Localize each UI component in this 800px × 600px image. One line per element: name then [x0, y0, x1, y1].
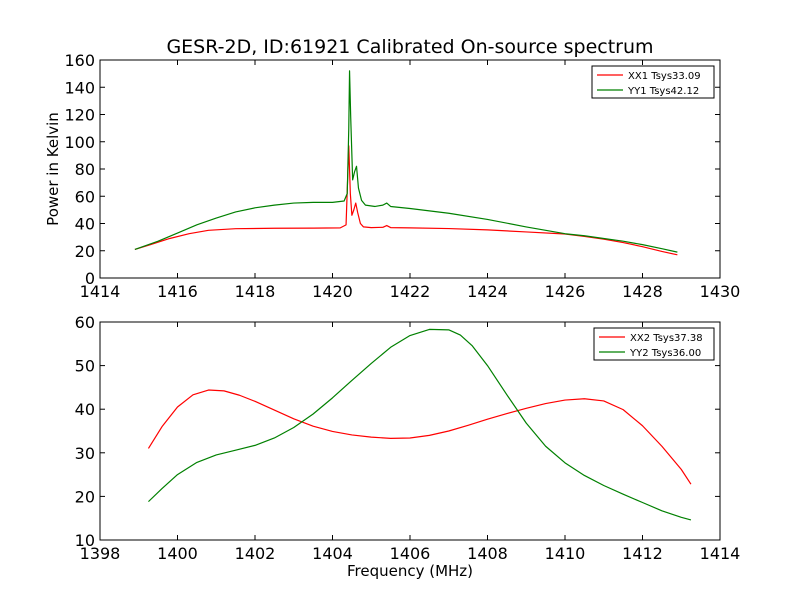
- x-tick-label: 1404: [312, 544, 353, 563]
- x-tick-label: 1408: [467, 544, 508, 563]
- x-tick-label: 1420: [312, 282, 353, 301]
- x-tick-label: 1430: [700, 282, 741, 301]
- y-tick-label: 140: [64, 78, 95, 97]
- y-tick-label: 60: [75, 313, 95, 332]
- y-axis-label: Power in Kelvin: [44, 112, 62, 226]
- top-plot: 1414 1416 1418 1420 1422 1424 1426 1428 1430 0 20 4…: [44, 51, 740, 301]
- x-tick-label: 1424: [467, 282, 508, 301]
- series-line-yy-plot2: [148, 328, 692, 521]
- y-tick-label: 60: [75, 187, 95, 206]
- series-line-yy-plot1: [134, 70, 678, 253]
- chart-title: GESR-2D, ID:61921 Calibrated On-source s…: [166, 36, 653, 58]
- y-tick-label: 30: [75, 444, 95, 463]
- legend: XX1 Tsys33.09 YY1 Tsys42.12: [591, 65, 715, 99]
- legend-label: XX1 Tsys33.09: [628, 71, 701, 82]
- x-tick-label: 1416: [157, 282, 198, 301]
- x-tick-label: 1400: [157, 544, 198, 563]
- x-tick-label: 1406: [390, 544, 431, 563]
- legend-box: [593, 327, 715, 361]
- y-tick-label: 40: [75, 400, 95, 419]
- y-tick-label: 160: [64, 51, 95, 70]
- y-tick-label: 20: [75, 487, 95, 506]
- y-tick-label: 10: [75, 531, 95, 550]
- bottom-plot: 1398 1400 1402 1404 1406 1408 1410 1412 1414 10 20…: [75, 313, 741, 580]
- legend-label: YY2 Tsys36.00: [629, 348, 701, 359]
- y-tick-label: 50: [75, 357, 95, 376]
- x-tick-label: 1418: [235, 282, 276, 301]
- y-tick-label: 20: [75, 242, 95, 261]
- y-tick-label: 100: [64, 133, 95, 152]
- series-line-xx-plot2: [147, 389, 692, 485]
- x-tick-label: 1412: [622, 544, 663, 563]
- x-tick-label: 1410: [545, 544, 586, 563]
- y-tick-label: 0: [85, 269, 95, 288]
- x-tick-label: 1422: [390, 282, 431, 301]
- x-axis-label: Frequency (MHz): [347, 562, 473, 580]
- x-tick-label: 1414: [80, 282, 121, 301]
- x-tick-label: 1426: [545, 282, 586, 301]
- legend-label: YY1 Tsys42.12: [627, 86, 699, 97]
- x-tick-label: 1428: [622, 282, 663, 301]
- legend-label: XX2 Tsys37.38: [630, 333, 703, 344]
- x-tick-label: 1402: [235, 544, 276, 563]
- y-tick-label: 80: [75, 160, 95, 179]
- legend-box: [591, 65, 715, 99]
- x-tick-label: 1414: [700, 544, 741, 563]
- y-tick-label: 120: [64, 106, 95, 125]
- x-tick-label: 1398: [80, 544, 121, 563]
- legend: XX2 Tsys37.38 YY2 Tsys36.00: [593, 327, 715, 361]
- y-tick-label: 40: [75, 215, 95, 234]
